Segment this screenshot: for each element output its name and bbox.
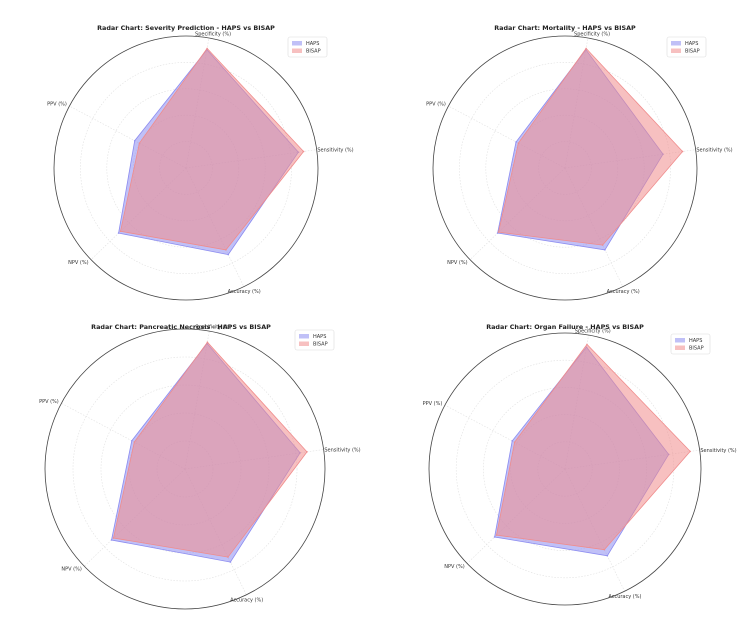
- series-bisap-point-5: [517, 142, 520, 145]
- legend-label-bisap: BISAP: [313, 342, 328, 348]
- legend-swatch-bisap: [299, 341, 309, 346]
- series-haps-point-5: [133, 139, 136, 142]
- series-bisap-point-5: [133, 441, 136, 443]
- axis-label-1: Specificity (%): [574, 31, 610, 37]
- grid-ring-4: [459, 62, 671, 274]
- legend-swatch-bisap: [675, 345, 685, 350]
- axis-label-1: Specificity (%): [195, 31, 231, 37]
- series-bisap-area: [120, 47, 305, 251]
- series-haps-point-5: [515, 141, 517, 143]
- legend-label-haps: HAPS: [313, 334, 326, 340]
- axis-label-1: Specificity (%): [575, 328, 611, 334]
- series-bisap-point-1: [206, 47, 208, 50]
- series-bisap-point-2: [681, 150, 684, 153]
- radar-panel-2: Radar Chart: Mortality - HAPS vs BISAPSp…: [426, 24, 733, 301]
- axis-label-5: PPV (%): [47, 102, 67, 108]
- series-bisap-point-4: [112, 537, 115, 539]
- series-haps-point-5: [511, 440, 513, 442]
- legend-swatch-haps: [292, 41, 302, 46]
- legend-swatch-bisap: [671, 48, 681, 53]
- axis-label-5: PPV (%): [426, 102, 446, 108]
- axis-spoke-5: [61, 403, 186, 470]
- series-bisap-area: [113, 341, 308, 558]
- axis-label-2: Sensitivity (%): [324, 447, 360, 453]
- legend-label-haps: HAPS: [685, 41, 698, 47]
- axis-label-3: Accuracy (%): [607, 289, 640, 295]
- radar-panel-3: Radar Chart: Pancreatic Necrosis - HAPS …: [39, 323, 361, 610]
- axis-label-4: NPV (%): [447, 260, 467, 266]
- series-bisap-point-5: [138, 142, 141, 145]
- legend-swatch-haps: [299, 334, 309, 339]
- series-haps-point-3: [229, 561, 232, 563]
- chart-title: Radar Chart: Mortality - HAPS vs BISAP: [494, 24, 636, 32]
- radar-panel-4: Radar Chart: Organ Failure - HAPS vs BIS…: [423, 323, 737, 606]
- series-bisap-point-1: [586, 343, 588, 346]
- radar-panel-1: Radar Chart: Severity Prediction - HAPS …: [47, 24, 354, 301]
- series-haps-point-3: [606, 554, 609, 557]
- series-bisap-point-1: [585, 47, 587, 50]
- series-bisap-point-4: [495, 534, 498, 536]
- series-bisap-point-2: [306, 451, 308, 453]
- axis-label-3: Accuracy (%): [228, 289, 261, 295]
- legend-swatch-haps: [671, 41, 681, 46]
- series-haps-point-5: [131, 439, 133, 442]
- axis-label-4: NPV (%): [68, 260, 88, 266]
- series-bisap-point-1: [206, 341, 209, 343]
- series-bisap-point-3: [227, 556, 229, 558]
- series-bisap-area: [496, 343, 691, 551]
- chart-title: Radar Chart: Severity Prediction - HAPS …: [97, 24, 275, 32]
- series-haps-point-4: [110, 539, 113, 541]
- axis-label-2: Sensitivity (%): [696, 148, 732, 154]
- series-bisap-point-2: [689, 450, 692, 453]
- axis-label-2: Sensitivity (%): [317, 148, 353, 154]
- outer-ring: [44, 328, 326, 610]
- series-bisap-point-3: [603, 548, 606, 551]
- axis-label-2: Sensitivity (%): [700, 448, 736, 454]
- outer-ring: [428, 332, 702, 606]
- legend-label-bisap: BISAP: [306, 49, 321, 55]
- grid-ring-4: [72, 356, 298, 582]
- series-bisap-point-5: [513, 441, 516, 443]
- series-bisap-point-2: [302, 150, 305, 153]
- chart-title: Radar Chart: Organ Failure - HAPS vs BIS…: [486, 323, 644, 331]
- axis-label-1: Specificity (%): [195, 324, 231, 330]
- legend-label-haps: HAPS: [689, 338, 702, 344]
- axis-label-5: PPV (%): [39, 399, 59, 405]
- axis-label-4: NPV (%): [61, 567, 81, 573]
- outer-ring: [53, 35, 319, 301]
- series-bisap-area: [498, 47, 684, 246]
- series-haps-point-3: [604, 249, 606, 251]
- series-haps-point-4: [493, 536, 496, 538]
- series-bisap-point-4: [497, 231, 500, 233]
- series-haps-point-4: [117, 232, 120, 234]
- legend-swatch-haps: [675, 338, 685, 343]
- chart-title: Radar Chart: Pancreatic Necrosis - HAPS …: [91, 323, 271, 331]
- axis-label-4: NPV (%): [444, 564, 464, 570]
- outer-ring: [432, 35, 698, 301]
- legend-label-bisap: BISAP: [689, 346, 704, 352]
- axis-label-3: Accuracy (%): [230, 597, 263, 603]
- series-bisap-point-3: [601, 244, 604, 246]
- series-bisap-point-3: [225, 249, 227, 251]
- series-haps-point-3: [227, 253, 230, 256]
- axis-label-5: PPV (%): [423, 401, 443, 407]
- axis-label-3: Accuracy (%): [608, 594, 641, 600]
- grid-ring-4: [80, 62, 292, 274]
- legend-label-bisap: BISAP: [685, 49, 700, 55]
- legend-swatch-bisap: [292, 48, 302, 53]
- series-bisap-point-4: [119, 230, 122, 233]
- legend-label-haps: HAPS: [306, 41, 319, 47]
